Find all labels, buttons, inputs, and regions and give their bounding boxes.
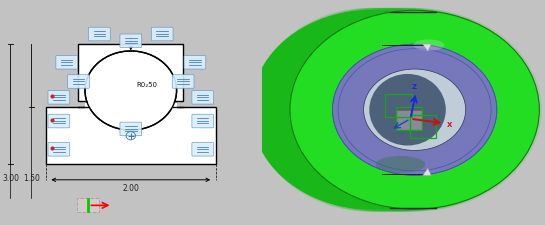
- Bar: [385, 94, 412, 117]
- Ellipse shape: [376, 156, 425, 173]
- FancyBboxPatch shape: [120, 123, 142, 136]
- Polygon shape: [323, 70, 445, 151]
- Ellipse shape: [332, 45, 497, 176]
- Ellipse shape: [328, 70, 411, 151]
- Ellipse shape: [373, 75, 445, 146]
- Ellipse shape: [364, 70, 465, 151]
- FancyBboxPatch shape: [56, 56, 77, 70]
- Bar: [46, 108, 216, 164]
- Ellipse shape: [255, 11, 484, 209]
- Ellipse shape: [297, 45, 441, 176]
- Text: Z: Z: [412, 84, 417, 90]
- Bar: [85, 104, 177, 109]
- Ellipse shape: [290, 11, 540, 209]
- FancyBboxPatch shape: [48, 143, 70, 156]
- Polygon shape: [423, 45, 431, 52]
- Ellipse shape: [332, 45, 497, 176]
- Text: 1.50: 1.50: [23, 173, 40, 182]
- Bar: [410, 116, 436, 138]
- Bar: [77, 198, 99, 212]
- Text: R0₂50: R0₂50: [136, 82, 157, 88]
- Circle shape: [85, 52, 177, 130]
- Polygon shape: [295, 45, 473, 176]
- FancyBboxPatch shape: [48, 115, 70, 128]
- Ellipse shape: [366, 73, 446, 148]
- Ellipse shape: [364, 70, 465, 151]
- FancyBboxPatch shape: [184, 56, 206, 70]
- Text: 2.00: 2.00: [123, 183, 139, 192]
- Polygon shape: [251, 11, 503, 209]
- FancyBboxPatch shape: [192, 143, 214, 156]
- FancyBboxPatch shape: [172, 75, 194, 89]
- Ellipse shape: [370, 75, 446, 146]
- Bar: [396, 110, 422, 130]
- FancyBboxPatch shape: [152, 28, 173, 42]
- FancyBboxPatch shape: [48, 91, 70, 105]
- FancyBboxPatch shape: [120, 35, 142, 48]
- Ellipse shape: [364, 70, 465, 151]
- Polygon shape: [423, 169, 431, 176]
- FancyBboxPatch shape: [68, 75, 89, 89]
- Ellipse shape: [299, 45, 440, 176]
- Text: 3.00: 3.00: [3, 173, 20, 182]
- Ellipse shape: [413, 40, 444, 52]
- FancyBboxPatch shape: [192, 91, 214, 105]
- Text: X: X: [447, 121, 452, 127]
- FancyBboxPatch shape: [192, 115, 214, 128]
- Bar: [78, 45, 183, 101]
- Bar: [396, 108, 422, 130]
- FancyBboxPatch shape: [88, 28, 110, 42]
